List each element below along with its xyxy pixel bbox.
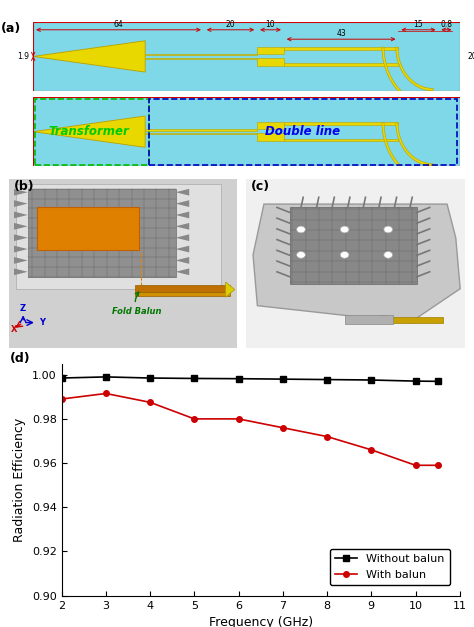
Bar [135,285,230,292]
With balun [191,415,197,423]
Polygon shape [226,282,235,297]
Polygon shape [14,268,27,275]
Line: With balun: With balun [59,391,440,468]
Text: (a): (a) [1,22,21,35]
Polygon shape [14,234,27,241]
Polygon shape [257,47,284,54]
Text: (c): (c) [251,181,270,193]
Bar [27,189,175,277]
Bar [145,129,257,130]
Polygon shape [396,47,433,91]
Circle shape [384,251,392,258]
With balun [236,415,241,423]
Polygon shape [257,122,284,129]
Polygon shape [382,122,433,182]
Polygon shape [14,223,27,229]
With balun [147,399,153,406]
Text: 0.8: 0.8 [440,19,453,28]
Polygon shape [175,189,189,196]
Polygon shape [257,58,284,66]
Line: Without balun: Without balun [59,374,440,384]
Text: Z: Z [20,303,26,313]
Text: (b): (b) [14,181,35,193]
Text: 1.9: 1.9 [17,52,29,61]
Circle shape [297,226,305,233]
Polygon shape [175,211,189,218]
Bar [145,54,257,55]
Polygon shape [14,246,27,253]
Polygon shape [382,47,433,107]
Text: 64: 64 [114,19,123,28]
Polygon shape [396,122,433,166]
With balun [368,446,374,453]
Polygon shape [33,41,145,72]
Text: Fold Balun: Fold Balun [112,292,161,316]
With balun [103,390,109,398]
Without balun [103,373,109,381]
Text: 20: 20 [468,52,474,61]
Polygon shape [14,189,27,196]
Text: X: X [10,325,17,334]
Polygon shape [175,257,189,264]
Y-axis label: Radiation Efficiency: Radiation Efficiency [13,418,27,542]
Polygon shape [175,268,189,275]
Bar [145,133,257,134]
Without balun [324,376,330,383]
Polygon shape [175,246,189,253]
Text: (d): (d) [10,352,30,365]
With balun [435,461,440,469]
Without balun [59,374,64,382]
Bar [284,139,399,141]
Text: 20: 20 [226,19,235,28]
Without balun [147,374,153,382]
Polygon shape [14,211,27,218]
Polygon shape [14,200,27,207]
Bar [290,208,417,283]
Without balun [368,376,374,384]
Circle shape [340,226,349,233]
Bar [284,63,399,66]
Bar [284,122,399,125]
Polygon shape [175,223,189,229]
Without balun [191,375,197,382]
Legend: Without balun, With balun: Without balun, With balun [329,549,450,586]
Text: 15: 15 [414,19,423,28]
Text: Y: Y [39,318,45,327]
Polygon shape [175,200,189,207]
Without balun [435,377,440,385]
X-axis label: Frequency (GHz): Frequency (GHz) [209,616,313,627]
Text: 10: 10 [265,19,275,28]
Circle shape [384,226,392,233]
Without balun [413,377,419,385]
Bar [16,184,221,288]
Polygon shape [253,204,460,322]
Polygon shape [33,116,145,147]
Without balun [236,375,241,382]
Bar [284,47,399,50]
Text: Transformer: Transformer [49,125,129,138]
Text: Double line: Double line [265,125,340,138]
Bar [145,58,257,59]
Bar [135,292,230,295]
Polygon shape [257,133,284,141]
With balun [413,461,419,469]
Circle shape [297,251,305,258]
Bar [388,317,443,322]
Polygon shape [14,257,27,264]
With balun [280,424,286,431]
Without balun [280,376,286,383]
Bar [345,315,392,324]
Polygon shape [175,234,189,241]
With balun [324,433,330,440]
Circle shape [340,251,349,258]
Bar [37,208,139,250]
Circle shape [378,315,389,324]
With balun [59,395,64,403]
Text: 43: 43 [336,29,346,38]
